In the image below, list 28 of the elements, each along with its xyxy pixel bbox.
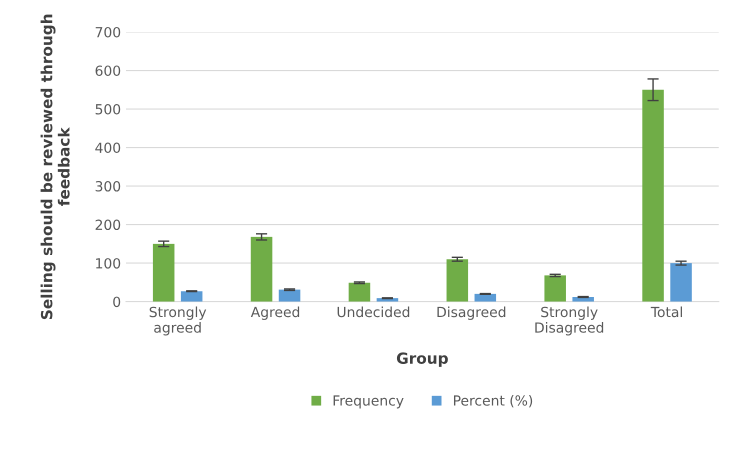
bar (544, 275, 566, 302)
bar (446, 259, 468, 302)
x-tick-label: Total (650, 306, 682, 318)
bar (670, 263, 692, 302)
x-tick-label: Strongly agreed (150, 306, 206, 336)
legend-label: Percent (%) (454, 395, 532, 408)
x-tick-label: Agreed (250, 306, 300, 320)
y-tick-label: 300 (96, 181, 120, 192)
bar (348, 282, 370, 302)
y-tick-label: 0 (113, 296, 120, 308)
bar (152, 244, 174, 302)
bar (278, 290, 300, 302)
y-tick-label: 400 (95, 142, 120, 154)
x-tick-label: Undecided (338, 306, 410, 318)
x-tick-label: Disagreed (437, 306, 506, 320)
bar (474, 294, 496, 302)
y-tick-label: 100 (96, 258, 120, 269)
y-tick-label: 700 (96, 26, 120, 38)
y-tick-label: 600 (96, 65, 120, 76)
y-tick-label: 200 (96, 220, 120, 230)
x-tick-label: Strongly Disagreed (535, 306, 604, 336)
bar (642, 90, 664, 302)
legend-label: Frequency (334, 395, 404, 408)
bar (180, 291, 202, 302)
y-tick-label: 500 (96, 104, 120, 114)
x-axis-title: Group (396, 352, 448, 367)
bar (250, 236, 272, 302)
y-axis-title: Selling should be reviewed through feedback (40, 14, 70, 320)
